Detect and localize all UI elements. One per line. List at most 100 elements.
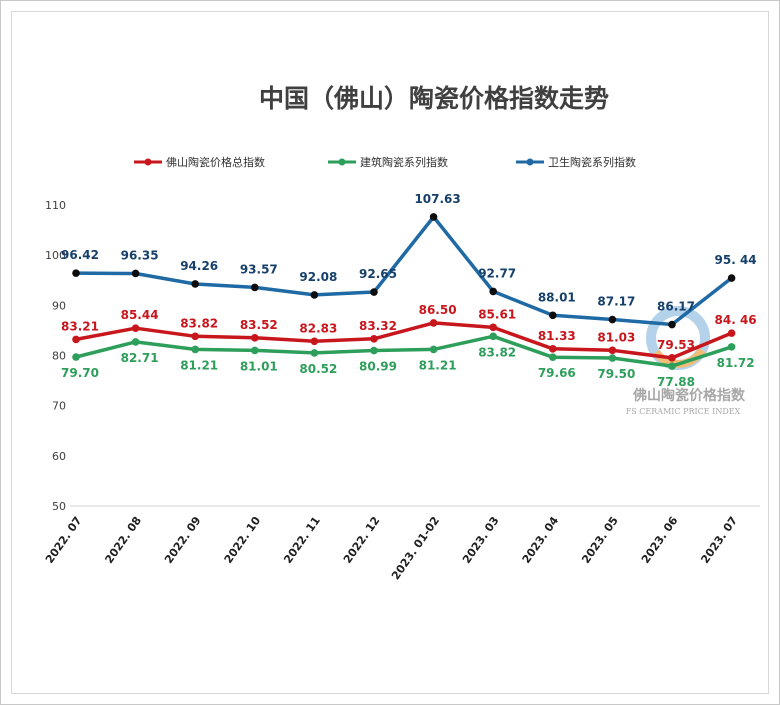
data-point — [72, 335, 80, 344]
x-tick-label: 2022. 08 — [102, 514, 144, 566]
chart-title: 中国（佛山）陶瓷价格指数走势 — [259, 84, 609, 113]
x-tick-label: 2023. 04 — [520, 514, 562, 566]
y-tick-label: 60 — [52, 450, 66, 463]
legend-label: 卫生陶瓷系列指数 — [548, 155, 636, 169]
data-label: 83.52 — [240, 318, 278, 332]
data-point — [668, 320, 676, 329]
data-label: 83.82 — [478, 345, 516, 359]
x-tick-label: 2023. 05 — [579, 514, 621, 566]
x-axis: 2022. 07 2022. 08 2022. 09 2022. 10 2022. 11… — [43, 505, 760, 582]
data-label: 80.52 — [299, 362, 337, 376]
data-labels: 83.21 85.44 83.82 83.52 82.83 83.32 86.50 85.61… — [61, 192, 757, 389]
data-label: 81.33 — [538, 329, 576, 343]
y-tick-label: 80 — [52, 350, 66, 363]
data-label: 79.66 — [538, 366, 576, 380]
data-label: 80.99 — [359, 360, 397, 374]
data-label: 96.42 — [61, 248, 99, 262]
data-point — [608, 315, 617, 324]
watermark-cn: 佛山陶瓷价格指数 — [632, 387, 746, 404]
data-point — [549, 345, 557, 353]
data-label: 94.26 — [180, 259, 218, 273]
y-tick-label: 90 — [52, 299, 66, 312]
series-line — [74, 334, 734, 368]
data-label: 96.35 — [121, 248, 159, 262]
data-point — [549, 311, 557, 320]
data-label: 81.72 — [717, 356, 755, 370]
x-tick-label: 2022. 11 — [281, 514, 323, 566]
data-point — [727, 329, 736, 337]
data-label: 93.57 — [240, 262, 278, 276]
data-label: 83.82 — [180, 316, 218, 330]
data-label: 81.21 — [419, 358, 457, 372]
x-tick-label: 2023. 06 — [639, 514, 681, 566]
data-label: 79.70 — [61, 366, 99, 380]
data-point — [191, 332, 199, 341]
legend: 佛山陶瓷价格总指数 建筑陶瓷系列指数 卫生陶瓷系列指数 — [134, 155, 636, 169]
data-label: 85.61 — [478, 307, 516, 321]
x-tick-label: 2022. 12 — [341, 514, 383, 566]
data-point — [310, 291, 319, 299]
data-point — [727, 343, 736, 351]
data-point — [191, 345, 199, 354]
data-point — [72, 269, 80, 277]
data-point — [251, 334, 259, 342]
data-label: 79.50 — [597, 367, 635, 381]
data-label: 86.17 — [657, 300, 695, 314]
x-tick-label: 2022. 09 — [162, 514, 204, 566]
legend-swatch-marker — [338, 158, 346, 166]
x-tick-label: 2023. 01-02 — [389, 514, 442, 582]
data-label: 92.65 — [359, 267, 397, 281]
data-label: 82.71 — [121, 351, 159, 365]
data-label: 83.21 — [61, 319, 99, 333]
data-label: 83.32 — [359, 319, 397, 333]
data-point — [489, 332, 498, 341]
data-point — [429, 345, 438, 354]
data-point — [191, 280, 199, 288]
data-point — [668, 362, 676, 370]
data-point — [310, 349, 319, 357]
x-tick-label: 2023. 03 — [460, 514, 502, 566]
data-label: 85.44 — [121, 308, 159, 322]
y-tick-label: 100 — [45, 249, 66, 262]
data-point — [429, 319, 438, 327]
data-point — [370, 288, 378, 296]
data-point — [608, 354, 617, 362]
data-point — [72, 353, 80, 361]
x-tick-label: 2023. 07 — [698, 514, 740, 566]
data-label: 86.50 — [419, 303, 457, 317]
data-point — [370, 335, 378, 343]
data-label: 84. 46 — [715, 313, 757, 327]
data-point — [370, 346, 378, 355]
data-point — [668, 354, 676, 362]
data-label: 77.88 — [657, 375, 695, 389]
data-label: 81.21 — [180, 358, 218, 372]
data-point — [310, 337, 319, 346]
series-line — [74, 321, 734, 360]
data-point — [131, 269, 140, 278]
series-line — [74, 215, 734, 327]
data-label: 82.83 — [299, 321, 337, 335]
data-label: 79.53 — [657, 338, 695, 352]
data-label: 81.03 — [597, 330, 635, 344]
data-point — [489, 323, 498, 332]
data-point — [251, 346, 259, 355]
legend-label: 建筑陶瓷系列指数 — [360, 155, 448, 169]
data-label: 95. 44 — [715, 253, 757, 267]
y-tick-label: 110 — [45, 199, 66, 212]
data-point — [608, 346, 617, 355]
data-point — [429, 213, 438, 221]
x-tick-label: 2022. 10 — [222, 514, 264, 566]
y-tick-label: 70 — [52, 400, 66, 413]
data-label: 81.01 — [240, 359, 278, 373]
data-label: 107.63 — [414, 192, 460, 206]
legend-label: 佛山陶瓷价格总指数 — [166, 155, 265, 169]
data-label: 88.01 — [538, 290, 576, 304]
data-point — [251, 283, 259, 292]
data-point — [489, 287, 498, 296]
legend-swatch-marker — [526, 158, 534, 166]
data-point — [549, 353, 557, 362]
data-point — [131, 338, 140, 346]
y-axis: 110 100 90 80 70 60 50 — [45, 199, 66, 513]
data-label: 87.17 — [597, 295, 635, 309]
